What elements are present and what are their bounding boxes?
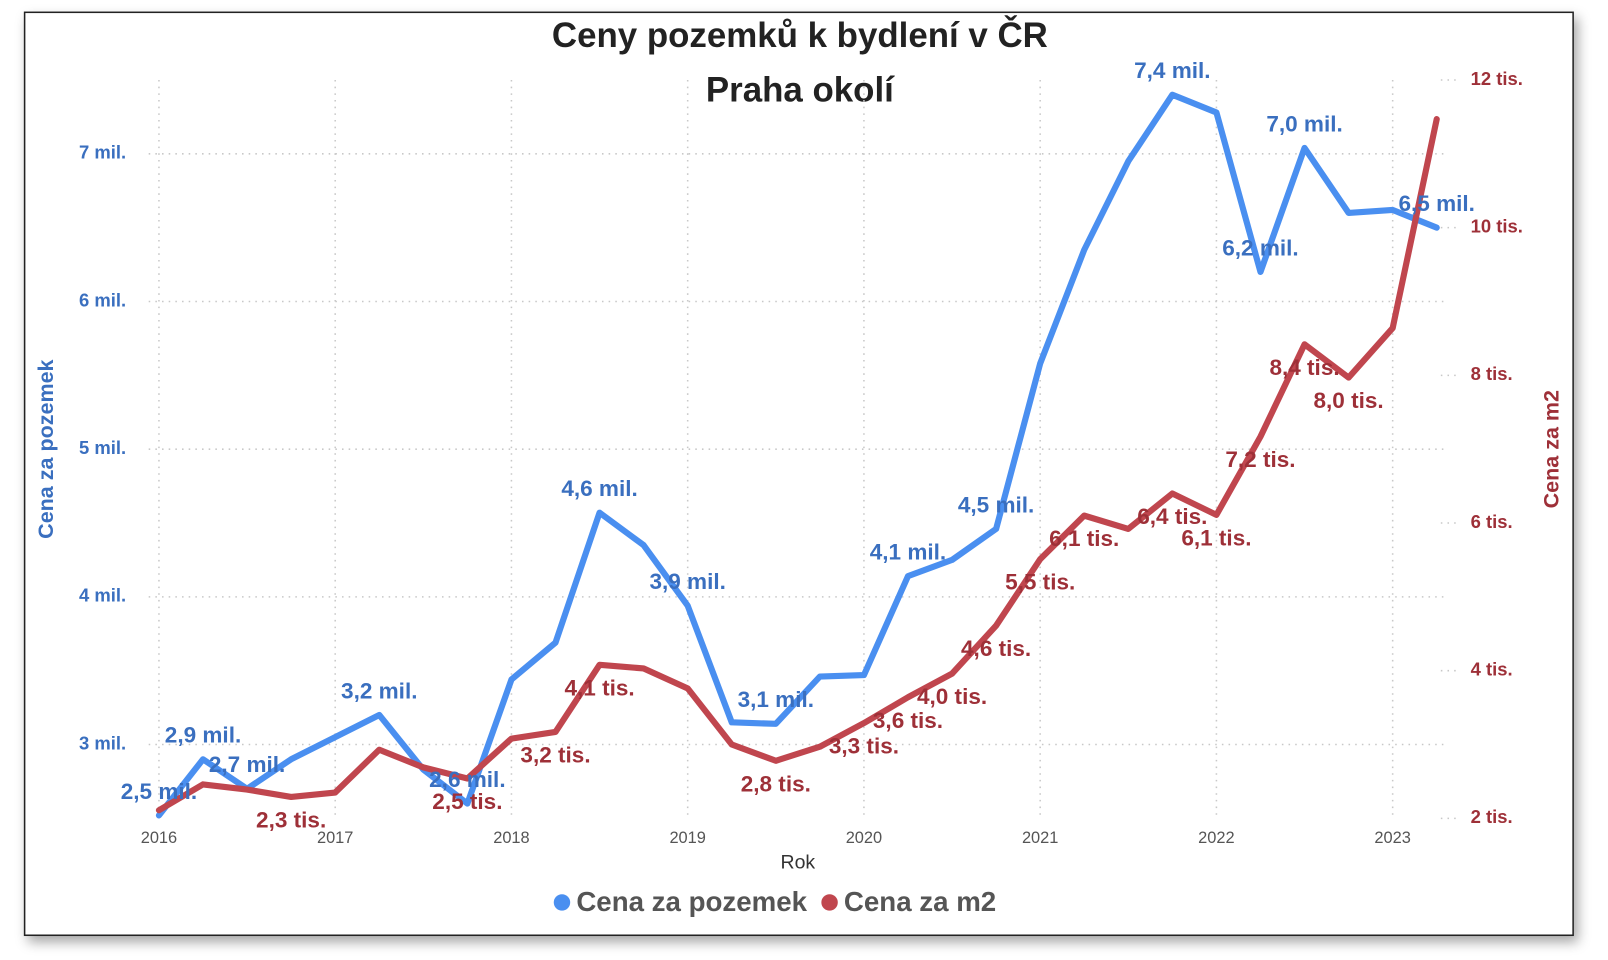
x-tick-label: 2017: [317, 829, 353, 847]
data-label: 7,2 tis.: [1225, 447, 1295, 472]
data-label: 4,1 mil.: [870, 540, 946, 565]
data-label: 2,5 tis.: [432, 789, 502, 814]
y-tick-label: 6 mil.: [79, 289, 126, 310]
y2-tick-label: 2 tis.: [1471, 806, 1513, 827]
data-label: 2,7 mil.: [209, 752, 285, 777]
data-label: 2,3 tis.: [256, 808, 326, 833]
y-tick-label: 3 mil.: [79, 732, 126, 753]
legend-label: Cena za pozemek: [576, 886, 807, 917]
x-tick-label: 2016: [141, 829, 177, 847]
chart-body: Ceny pozemků k bydlení v ČR Praha okolí …: [23, 11, 1574, 937]
data-label: 3,1 mil.: [738, 687, 814, 712]
data-label: 4,5 mil.: [958, 492, 1034, 517]
data-label: 4,6 tis.: [961, 636, 1031, 661]
y-tick-label: 5 mil.: [79, 437, 126, 458]
data-label: 8,0 tis.: [1314, 388, 1384, 413]
y2-axis-label: Cena za m2: [1539, 390, 1563, 508]
data-label: 5,5 tis.: [1005, 570, 1075, 595]
data-label: 3,3 tis.: [829, 734, 899, 759]
data-label: 2,5 mil.: [121, 779, 197, 804]
data-label: 2,9 mil.: [165, 723, 241, 748]
legend-swatch: [821, 894, 838, 911]
data-label: 6,4 tis.: [1137, 504, 1207, 529]
y-tick-label: 4 mil.: [79, 585, 126, 606]
data-label: 6,5 mil.: [1398, 191, 1474, 216]
x-tick-label: 2020: [846, 829, 882, 847]
chart-title: Ceny pozemků k bydlení v ČR: [552, 15, 1048, 55]
data-label: 6,2 mil.: [1222, 235, 1298, 260]
legend-swatch: [553, 894, 571, 911]
frame: [23, 11, 1574, 937]
y-axis-label: Cena za pozemek: [34, 359, 58, 538]
data-label: 2,6 mil.: [429, 767, 505, 792]
series-line: [155, 91, 1440, 819]
data-label: 8,4 tis.: [1269, 355, 1339, 380]
data-label: 3,2 mil.: [341, 678, 417, 703]
x-tick-label: 2019: [669, 829, 705, 847]
data-label: 7,0 mil.: [1266, 111, 1342, 136]
x-tick-label: 2021: [1022, 829, 1058, 847]
legend-label: Cena za m2: [844, 886, 996, 917]
y2-tick-label: 6 tis.: [1471, 511, 1513, 532]
data-label: 4,6 mil.: [561, 476, 637, 501]
x-tick-label: 2023: [1374, 829, 1410, 847]
data-label: 4,0 tis.: [917, 684, 987, 709]
x-tick-label: 2022: [1198, 829, 1234, 847]
y2-tick-label: 8 tis.: [1471, 363, 1513, 384]
data-label: 6,1 tis.: [1049, 526, 1119, 551]
data-label: 7,4 mil.: [1134, 58, 1210, 83]
data-label: 6,1 tis.: [1181, 525, 1251, 550]
legend: Cena za pozemek Cena za m2: [553, 886, 996, 917]
y2-tick-label: 4 tis.: [1471, 659, 1513, 680]
y2-tick-label: 10 tis.: [1471, 216, 1523, 237]
y-tick-label: 7 mil.: [79, 142, 126, 163]
chart-subtitle: Praha okolí: [706, 70, 895, 109]
x-tick-label: 2018: [493, 829, 529, 847]
x-axis-label: Rok: [781, 852, 816, 874]
data-label: 3,2 tis.: [520, 743, 590, 768]
data-label: 3,9 mil.: [649, 569, 725, 594]
data-label: 4,1 tis.: [564, 675, 634, 700]
series-line: [155, 116, 1440, 814]
y2-tick-label: 12 tis.: [1471, 68, 1523, 89]
data-label: 3,6 tis.: [873, 708, 943, 733]
data-label: 2,8 tis.: [741, 771, 811, 796]
